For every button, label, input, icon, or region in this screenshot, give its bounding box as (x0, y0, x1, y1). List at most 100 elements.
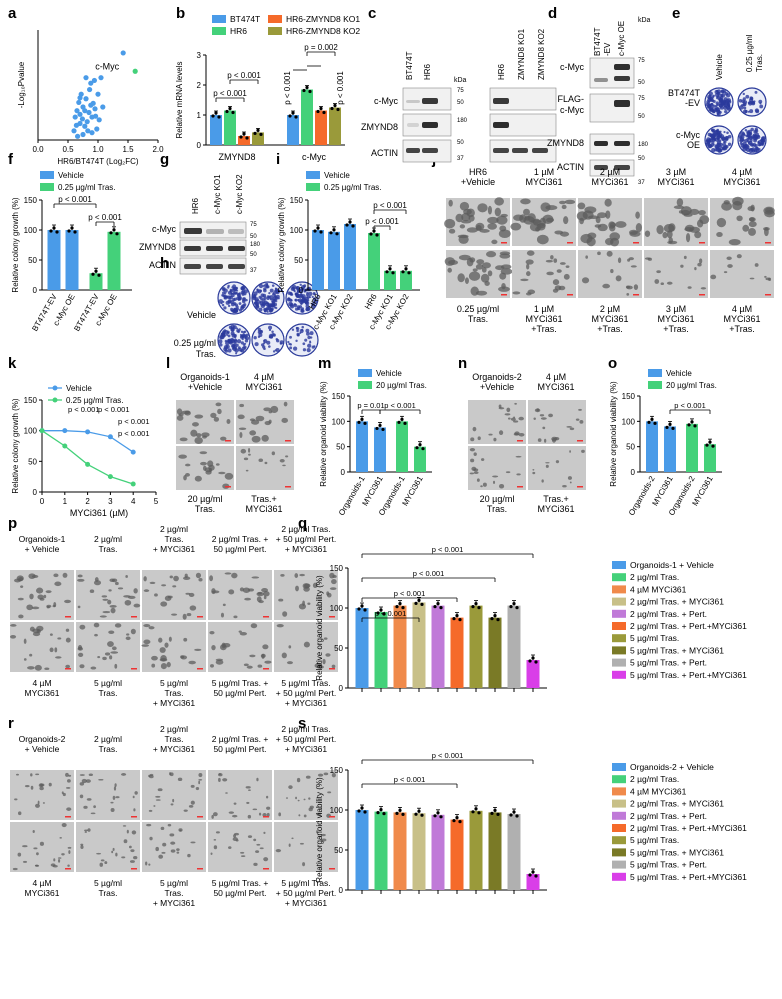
panel-label-p: p (8, 515, 17, 532)
organoid (215, 463, 220, 466)
condition-label: 2 µg/ml (160, 724, 188, 734)
colony (708, 140, 712, 143)
colony (279, 340, 284, 345)
p-value-label: p < 0.001 (394, 589, 426, 598)
organoid (102, 610, 111, 614)
organoid (559, 200, 566, 205)
organoid (244, 597, 251, 601)
replicate-dot (382, 812, 386, 816)
legend-label: 5 µg/ml Tras. + Pert. (630, 658, 707, 668)
x-tick-label: 1.5 (122, 145, 134, 154)
colony (235, 352, 238, 355)
x-tick-label: 1 (63, 497, 68, 506)
organoid (493, 437, 497, 442)
scale-bar (263, 868, 269, 870)
blot-band (493, 122, 509, 128)
organoid (498, 229, 511, 239)
organoid (111, 850, 114, 854)
colony (305, 328, 310, 333)
mw-marker: 50 (250, 252, 257, 258)
replicate-dot (305, 85, 309, 90)
colony (743, 106, 747, 110)
colony (311, 295, 314, 298)
colony (254, 299, 259, 303)
colony (291, 328, 295, 331)
organoid (736, 215, 743, 222)
replicate-dot (439, 815, 443, 819)
x-tick-label: 4 (131, 497, 136, 506)
x-tick-label: 3 (108, 497, 113, 506)
condition-label: MYCi361 (723, 177, 760, 187)
replicate-dot (647, 420, 651, 424)
replicate-dot (91, 272, 95, 276)
organoid (115, 796, 120, 799)
blot-band (206, 264, 223, 269)
bar (65, 230, 79, 290)
condition-label: 3 µM (666, 167, 686, 177)
colony (267, 304, 270, 307)
blot-band (422, 98, 438, 104)
condition-label: + MYCi361 (285, 544, 328, 554)
organoid (584, 206, 597, 214)
organoid (323, 637, 328, 640)
replicate-dot (496, 812, 500, 817)
replicate-dot (316, 226, 320, 230)
colony (723, 145, 728, 149)
organoid (268, 410, 273, 414)
organoid (195, 572, 202, 579)
organoid (79, 782, 85, 786)
scale-bar (197, 668, 203, 670)
data-point (92, 106, 98, 112)
organoid (492, 475, 499, 478)
bar (412, 602, 426, 688)
lane-label: HR6 (191, 197, 200, 214)
colony (271, 300, 276, 305)
organoid (262, 812, 267, 817)
colony (724, 109, 728, 114)
replicate-dot (256, 128, 260, 132)
replicate-dot (288, 114, 292, 118)
organoid (215, 402, 222, 407)
organoid (597, 212, 607, 219)
bar (328, 231, 340, 290)
organoid (243, 663, 249, 667)
organoid (31, 606, 40, 610)
colony (275, 337, 279, 341)
organoid (555, 460, 560, 464)
organoid (114, 783, 117, 787)
legend-swatch (612, 848, 626, 857)
p-value-label: p < 0.001 (213, 89, 247, 98)
colony (269, 295, 274, 300)
organoid (34, 864, 39, 867)
organoid (18, 811, 22, 816)
colony (227, 304, 231, 308)
organoid (157, 788, 163, 792)
colony (230, 292, 233, 295)
blot-row-label: FLAG- (557, 94, 584, 104)
colony (748, 98, 754, 103)
organoid (88, 773, 94, 777)
legend-label: Vehicle (324, 171, 350, 180)
organoid (475, 222, 485, 231)
organoid (231, 572, 238, 579)
organoid (606, 250, 613, 257)
data-point (62, 443, 68, 449)
organoid (470, 437, 475, 442)
replicate-dot (458, 618, 462, 622)
panel-label-m: m (318, 355, 331, 372)
organoid (608, 221, 616, 229)
replicate-dot (211, 114, 215, 118)
organoid (239, 431, 243, 439)
condition-label: + MYCi361 (153, 898, 196, 908)
y-axis-label: Relative organoid viability (%) (315, 575, 324, 681)
colony (234, 303, 238, 307)
colony (224, 295, 228, 299)
organoid (448, 228, 456, 234)
y-tick-label: 100 (622, 417, 636, 426)
y-tick-label: 0 (631, 468, 636, 477)
colony (229, 288, 233, 292)
replicate-dot (379, 808, 383, 812)
organoid (329, 587, 337, 591)
organoid (520, 198, 531, 205)
organoid (10, 624, 17, 627)
